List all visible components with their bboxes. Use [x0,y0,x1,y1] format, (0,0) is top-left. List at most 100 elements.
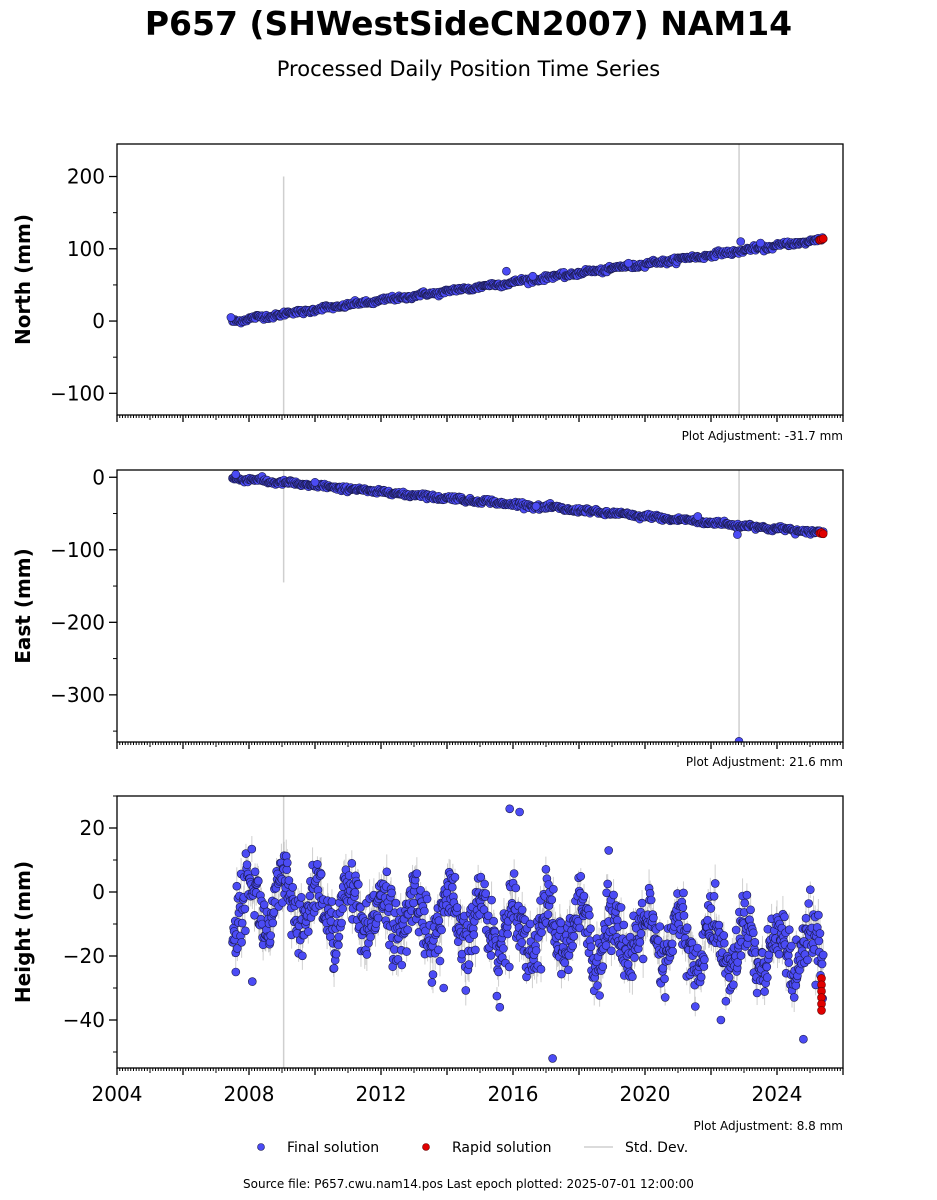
final-point [469,930,479,940]
final-point [649,913,658,923]
final-point [241,926,250,936]
final-solution-points [228,470,828,742]
final-point [226,313,236,322]
chart-title: P657 (SHWestSideCN2007) NAM14 [144,4,793,43]
final-point [752,988,762,998]
plot-area-2 [228,470,828,742]
final-point [452,903,462,912]
final-point [756,238,765,248]
final-point [638,954,648,964]
plot-frame-1 [116,143,844,416]
final-point [303,927,313,936]
final-point [789,993,799,1002]
final-point [693,943,702,953]
final-point [805,885,815,895]
final-point [635,937,645,947]
final-point [483,911,493,921]
final-point [646,895,656,905]
rapid-solution-points [815,234,828,245]
final-point [557,969,566,979]
final-point [481,889,491,898]
final-point [240,904,250,914]
final-point [679,911,689,920]
final-solution-points [226,233,828,328]
final-point [248,977,257,986]
final-point [593,981,602,990]
final-point [693,512,703,521]
final-point [784,958,794,968]
x-tick-label: 2020 [620,1082,671,1106]
panel-2: 0 −100 −200 −300 East (mm) Plot Adjustment: 2… [11,465,844,769]
final-point [237,918,247,928]
final-point [509,869,519,878]
final-point [586,942,596,952]
rapid-point [817,1006,826,1015]
final-point [231,470,241,479]
rapid-point [818,234,828,243]
plot-adjustment-label: Plot Adjustment: -31.7 mm [682,429,843,443]
final-point [636,929,646,938]
final-point [327,897,337,906]
x-tick-label: 2016 [488,1082,539,1106]
final-point [347,858,357,868]
final-point [783,951,793,960]
final-point [517,938,527,947]
final-point [556,918,566,928]
final-point [537,928,546,937]
y-tick-label: −100 [50,381,105,405]
final-point [397,960,407,970]
final-point [630,953,639,962]
final-point [690,1002,700,1011]
x-tick-label: 2008 [224,1082,275,1106]
x-tick-label: 2024 [752,1082,803,1106]
final-point [714,920,724,930]
panel-1: 200 100 0 −100 North (mm) Plot Adjustment: -3… [11,143,844,443]
final-point [447,882,457,892]
legend: Final solution Rapid solution Std. Dev. [257,1140,688,1156]
final-point [569,931,579,941]
final-point [548,1054,557,1063]
final-point [660,974,669,984]
final-point [585,910,594,920]
final-point [434,916,444,926]
final-point [329,963,339,973]
final-point [679,888,688,898]
y-tick-label: 0 [92,465,105,489]
final-point [420,906,429,916]
final-point [334,932,344,942]
source-footer: Source file: P657.cwu.nam14.pos Last epo… [243,1177,694,1191]
final-point [817,959,827,969]
plot-frame-2 [116,469,844,743]
rapid-point [818,529,828,539]
final-point [242,860,252,870]
y-tick-label: 200 [67,165,105,189]
final-point [464,960,474,969]
final-point [579,891,589,901]
final-point [609,890,618,900]
final-point [266,931,276,940]
final-point [387,888,396,898]
final-point [494,967,503,977]
final-point [719,938,729,948]
y-tick-label: 100 [67,237,105,261]
final-point [655,922,665,931]
legend-final-marker [257,1143,265,1151]
y-tick-label: −40 [63,1008,105,1032]
final-point [237,937,246,947]
final-point [706,904,716,913]
panel-3: 20 0 −20 −40 2004 2008 2012 2016 2020 2024 Height … [11,795,844,1133]
final-point [416,885,425,895]
legend-std-label: Std. Dev. [625,1140,688,1156]
final-point [724,973,734,982]
y-tick-label: 20 [80,816,105,840]
final-point [422,894,432,904]
final-point [353,880,363,889]
final-point [541,864,551,874]
y-axis-label: East (mm) [11,548,35,664]
final-point [721,996,731,1006]
final-point [784,925,794,935]
final-point [486,951,496,960]
final-point [504,962,514,972]
final-point [616,903,626,912]
